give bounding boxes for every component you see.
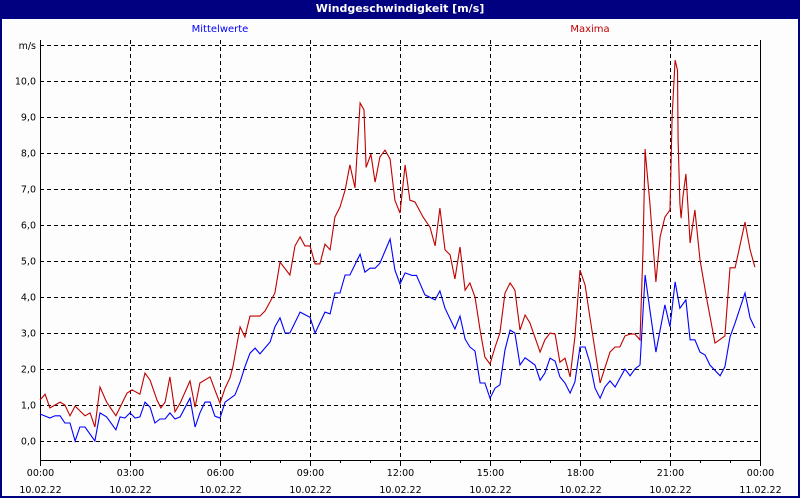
y-tick-label: 4,0 bbox=[21, 293, 36, 304]
x-tick-time-label: 03:00 bbox=[117, 468, 144, 479]
y-tick-label: 2,0 bbox=[21, 365, 36, 376]
x-tick-time-label: 12:00 bbox=[387, 468, 414, 479]
legend-maxima: Maxima bbox=[570, 24, 610, 35]
x-tick-time-label: 06:00 bbox=[207, 468, 234, 479]
y-tick-label: 8,0 bbox=[21, 149, 36, 160]
y-axis-unit-label: m/s bbox=[19, 41, 36, 52]
legend-mittelwerte: Mittelwerte bbox=[191, 24, 249, 35]
y-tick-label: 9,0 bbox=[21, 113, 36, 124]
x-tick-time-label: 21:00 bbox=[657, 468, 684, 479]
x-tick-time-label: 18:00 bbox=[567, 468, 594, 479]
y-tick-label: 5,0 bbox=[21, 257, 36, 268]
x-tick-date-label: 10.02.22 bbox=[199, 485, 241, 496]
y-tick-label: 10,0 bbox=[15, 77, 36, 88]
series-line-maxima bbox=[39, 59, 756, 428]
x-tick-time-label: 00:00 bbox=[747, 468, 774, 479]
x-tick-time-label: 15:00 bbox=[477, 468, 504, 479]
x-tick-date-label: 10.02.22 bbox=[109, 485, 151, 496]
x-tick-date-label: 10.02.22 bbox=[19, 485, 61, 496]
y-tick-label: 3,0 bbox=[21, 329, 36, 340]
x-tick-time-label: 00:00 bbox=[27, 468, 54, 479]
chart-title: Windgeschwindigkeit [m/s] bbox=[0, 0, 800, 19]
x-tick-date-label: 10.02.22 bbox=[559, 485, 601, 496]
x-tick-date-label: 11.02.22 bbox=[739, 485, 781, 496]
y-tick-label: 1,0 bbox=[21, 401, 36, 412]
series-line-mittelwerte bbox=[39, 236, 756, 443]
x-tick-date-label: 10.02.22 bbox=[289, 485, 331, 496]
y-tick-label: 6,0 bbox=[21, 221, 36, 232]
y-tick-label: 0,0 bbox=[21, 437, 36, 448]
x-tick-date-label: 10.02.22 bbox=[469, 485, 511, 496]
x-tick-time-label: 09:00 bbox=[297, 468, 324, 479]
y-tick-label: 7,0 bbox=[21, 185, 36, 196]
x-tick-date-label: 10.02.22 bbox=[649, 485, 691, 496]
x-tick-date-label: 10.02.22 bbox=[379, 485, 421, 496]
